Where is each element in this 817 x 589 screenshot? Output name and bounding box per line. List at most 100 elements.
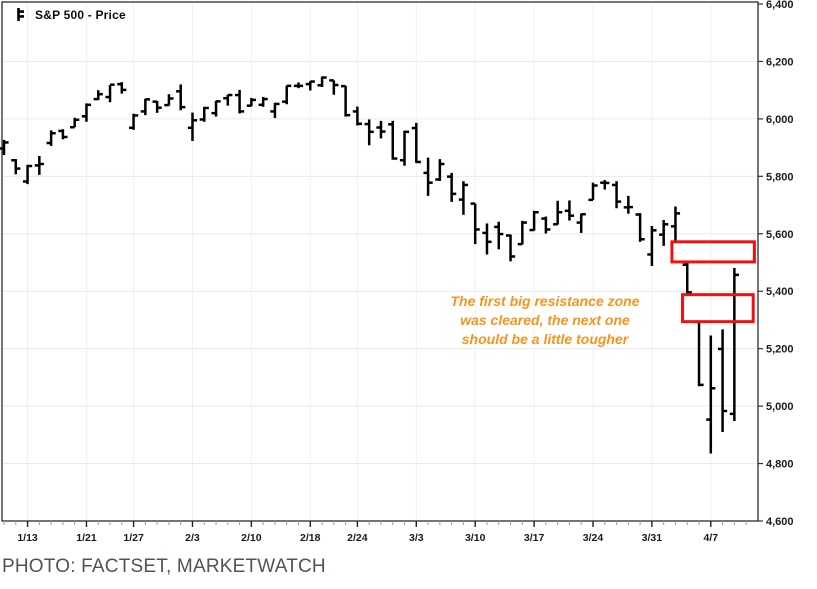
annotation-line-1: The first big resistance zone [450,293,640,309]
x-axis: 1/13 1/21 1/27 2/3 2/10 2/18 2/24 3/3 3/10 3/17 3/… [3,521,747,544]
y-axis-label: 6,200 [766,56,794,68]
x-axis-label: 3/10 [465,532,486,544]
ohlc-bar [517,220,527,246]
ohlc-bar [81,103,92,122]
ohlc-bar [376,120,386,139]
y-axis-label: 4,600 [766,516,794,528]
y-axis-label: 5,600 [766,229,794,241]
x-axis-label: 2/3 [185,532,200,544]
ohlc-bar [199,106,209,122]
y-axis-label: 5,400 [766,286,794,298]
ohlc-bar [482,223,492,255]
photo-credit: PHOTO: FACTSET, MARKETWATCH [2,556,326,577]
ohlc-bar [411,122,421,164]
ohlc-bar [93,90,103,101]
chart-legend: S&P 500 - Price [15,7,126,22]
ohlc-bar [611,181,622,209]
legend-series-label: S&P 500 - Price [35,7,126,22]
ohlc-bar [128,113,139,130]
ohlc-bar [470,202,480,245]
ohlc-bar [706,335,716,454]
ohlc-bar [317,76,327,88]
resistance-annotation: The first big resistance zone was cleare… [416,292,674,349]
plot-frame [1,1,759,522]
x-axis-label: 1/13 [17,532,38,544]
ohlc-bar [164,94,174,107]
ohlc-bar [282,84,292,105]
ohlc-bar [576,212,586,233]
ohlc-bar [176,84,186,111]
x-axis-label: 3/31 [642,532,663,544]
ohlc-bar [494,221,504,250]
ohlc-bar [246,97,256,107]
ohlc-bar [647,226,657,266]
ohlc-bar [717,329,728,432]
ohlc-bar [352,106,362,126]
y-axis-label: 5,000 [766,401,794,413]
ohlc-bar [105,83,115,103]
x-axis-label: 1/27 [123,532,144,544]
ohlc-bar [329,79,339,95]
x-axis-label: 4/7 [703,532,718,544]
ohlc-bar [435,159,445,181]
resistance-zone-lower [681,293,755,324]
x-axis-label: 3/17 [524,532,545,544]
ohlc-bar [270,102,280,119]
ohlc-bar [258,97,268,107]
ohlc-bar [293,82,304,89]
annotation-line-3: should be a little tougher [461,331,629,347]
y-axis-label: 6,000 [766,114,794,126]
ohlc-bar [152,100,162,113]
ohlc-bar [223,93,233,106]
x-axis-label: 3/24 [583,532,604,544]
ohlc-bar [458,181,469,215]
ohlc-bar [22,164,33,185]
ohlc-bar [46,130,56,146]
ohlc-bar [34,155,44,175]
resistance-zones [670,240,756,324]
ohlc-bar [364,119,374,146]
ohlc-bar [388,120,398,160]
resistance-zone-upper [670,240,756,264]
ohlc-bar [235,89,245,114]
y-axis: 6,400 6,200 6,000 5,800 5,600 5,400 5,200 5,000… [758,0,794,528]
ohlc-bar [505,234,516,262]
ohlc-bar [659,219,669,246]
x-axis-label: 1/21 [76,532,97,544]
ohlc-bar [541,216,551,234]
ohlc-bar [600,180,610,190]
ohlc-bar [399,130,410,166]
ohlc-bar [341,84,351,117]
annotation-line-2: was cleared, the next one [460,312,630,328]
ohlc-bar [623,195,633,214]
ohlc-bar [553,200,563,226]
ohlc-bar [140,98,150,116]
x-axis-label: 3/3 [409,532,424,544]
y-axis-label: 6,400 [766,0,794,11]
ohlc-bar [423,157,433,196]
x-axis-label: 2/18 [300,532,321,544]
ohlc-bar [117,82,127,94]
ohlc-bar [70,117,80,129]
ohlc-bar [694,320,704,387]
ohlc-bar [305,80,315,91]
y-axis-label: 4,800 [766,459,794,471]
ohlc-bar [635,213,645,242]
ohlc-bar [11,158,21,175]
ohlc-bar [564,200,575,221]
ohlc-bar [447,172,457,202]
ohlc-bar [0,139,9,156]
price-chart-canvas: 6,400 6,200 6,000 5,800 5,600 5,400 5,200 5,000… [0,0,794,544]
ohlc-bar [187,112,198,142]
price-chart: 6,400 6,200 6,000 5,800 5,600 5,400 5,200 5,000… [0,0,794,544]
ohlc-series-icon [17,8,24,21]
gridlines [2,2,758,521]
ohlc-bar [588,182,598,202]
ohlc-bar [211,100,221,117]
y-axis-label: 5,800 [766,171,794,183]
ohlc-bar [529,210,539,232]
ohlc-bar [682,262,692,295]
x-axis-label: 2/24 [347,532,368,544]
y-axis-label: 5,200 [766,344,794,356]
ohlc-bar [58,129,68,140]
